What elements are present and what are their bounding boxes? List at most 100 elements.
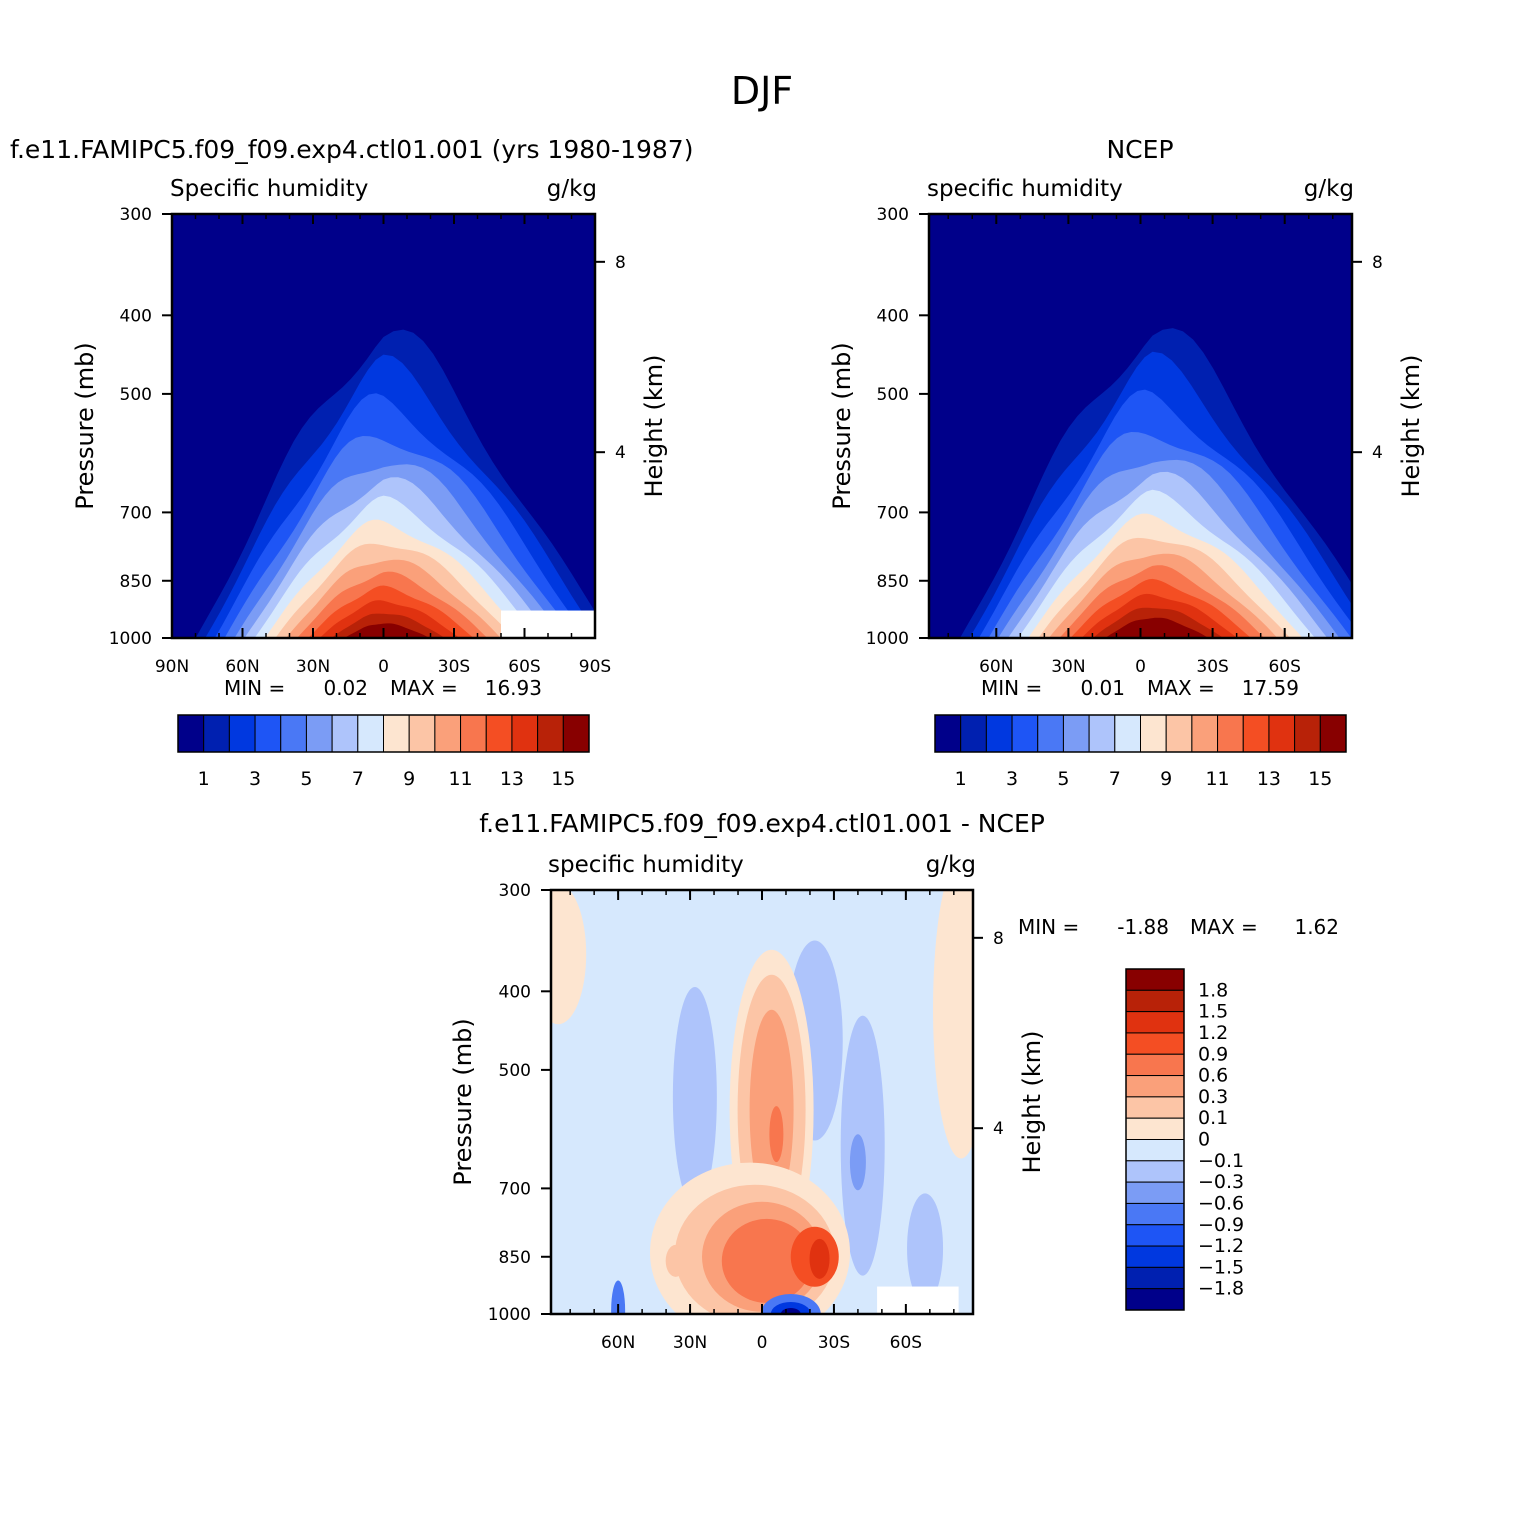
colorbar-box (1125, 1266, 1185, 1290)
x-tick-label: 60N (601, 1333, 635, 1353)
panel-model: f.e11.FAMIPC5.f09_f09.exp4.ctl01.001 (yr… (10, 135, 693, 790)
y-tick-label: 850 (120, 572, 152, 592)
y2-tick-label: 8 (993, 929, 1004, 949)
x-tick-label: 90N (155, 657, 189, 677)
colorbar-box (1125, 1202, 1185, 1226)
colorbar-box (1125, 1117, 1185, 1140)
y-tick-label: 500 (877, 385, 909, 405)
colorbar-box (1125, 1245, 1185, 1268)
panel-ncep: NCEP specific humidity g/kg 60N 30N 0 30S 60… (828, 135, 1425, 790)
colorbar-label: 13 (1257, 768, 1281, 790)
colorbar-frame (1125, 968, 1185, 1311)
x-tick-label: 0 (1135, 657, 1146, 677)
panel-diff-max-label: MAX = (1190, 915, 1258, 939)
colorbar-frame (177, 714, 590, 753)
panel-ncep-max-label: MAX = (1147, 676, 1215, 700)
panel-ncep-y2label: Height (km) (1397, 355, 1425, 498)
colorbar-label: 0.1 (1198, 1107, 1228, 1129)
colorbar-box (537, 714, 564, 753)
colorbar-box (1125, 1011, 1185, 1034)
panel-ncep-max-value: 17.59 (1242, 676, 1299, 700)
colorbar-box (1125, 1053, 1185, 1077)
colorbar-label: 9 (403, 768, 415, 790)
colorbar-label: −1.2 (1198, 1235, 1244, 1257)
colorbar-label: 3 (249, 768, 261, 790)
x-tick-label: 0 (757, 1333, 768, 1353)
panel-model-colorbar: 1 3 5 7 9 11 13 15 (177, 714, 590, 790)
y-tick-label: 400 (877, 306, 909, 326)
colorbar-box (177, 714, 205, 753)
colorbar-box (383, 714, 410, 753)
colorbar-label: 1 (955, 768, 967, 790)
colorbar-box (511, 714, 539, 753)
x-tick-label: 30S (1196, 657, 1228, 677)
colorbar-box (228, 714, 256, 753)
panel-ncep-min-label: MIN = (981, 676, 1042, 700)
colorbar-label: 3 (1006, 768, 1018, 790)
y-tick-label: 850 (499, 1248, 531, 1268)
y-tick-label: 400 (499, 982, 531, 1002)
colorbar-box (1125, 1075, 1185, 1098)
colorbar-box (960, 714, 987, 753)
colorbar-label: 11 (1205, 768, 1229, 790)
y-tick-label: 500 (120, 385, 152, 405)
colorbar-box (1125, 968, 1185, 991)
contour-level-15 (344, 623, 430, 638)
colorbar-box (1294, 714, 1321, 753)
x-tick-label: 0 (378, 657, 389, 677)
colorbar-box (1125, 1224, 1185, 1247)
colorbar-label: 0.3 (1198, 1086, 1228, 1108)
colorbar-box (408, 714, 436, 753)
panel-diff-contours (551, 890, 973, 1314)
panel-model-max-label: MAX = (390, 676, 458, 700)
panel-ncep-title: NCEP (1106, 135, 1173, 164)
panel-model-title: f.e11.FAMIPC5.f09_f09.exp4.ctl01.001 (yr… (10, 135, 693, 164)
colorbar-box (1191, 714, 1219, 753)
y-tick-label: 850 (877, 572, 909, 592)
colorbar-box (460, 714, 487, 753)
y-tick-label: 400 (120, 306, 152, 326)
panel-ncep-min-value: 0.01 (1080, 676, 1125, 700)
x-tick-label: 30N (1051, 657, 1085, 677)
colorbar-box (562, 714, 590, 753)
colorbar-box (934, 714, 962, 753)
colorbar-label: −0.1 (1198, 1150, 1244, 1172)
x-tick-label: 90S (579, 657, 611, 677)
colorbar-box (1217, 714, 1244, 753)
y-tick-label: 1000 (109, 629, 152, 649)
contour-negative-south-core (849, 1134, 866, 1191)
colorbar-label: −1.5 (1198, 1256, 1244, 1278)
contour-level-15 (1105, 617, 1209, 638)
colorbar-label: 1.2 (1198, 1022, 1228, 1044)
panel-model-max-value: 16.93 (485, 676, 542, 700)
panel-model-contours (172, 214, 595, 638)
colorbar-box (1268, 714, 1296, 753)
y2-tick-label: 4 (615, 443, 626, 463)
colorbar-box (1319, 714, 1347, 753)
x-tick-label: 30S (438, 657, 470, 677)
colorbar-box (1125, 1032, 1185, 1055)
panel-model-axes: 90N 60N 30N 0 30S 60S 90S 300 400 500 700 850 1000 8 4 (109, 205, 626, 677)
y-tick-label: 700 (499, 1179, 531, 1199)
panel-diff-title: f.e11.FAMIPC5.f09_f09.exp4.ctl01.001 - N… (479, 809, 1045, 838)
panel-model-min-label: MIN = (224, 676, 285, 700)
colorbar-box (985, 714, 1013, 753)
contour-positive-west-core (665, 1244, 686, 1277)
x-tick-label: 60N (225, 657, 259, 677)
colorbar-label: 13 (500, 768, 524, 790)
y-tick-label: 500 (499, 1061, 531, 1081)
colorbar-box (331, 714, 359, 753)
panel-ncep-ylabel: Pressure (mb) (828, 342, 856, 509)
colorbar-box (1088, 714, 1116, 753)
panel-model-min-value: 0.02 (323, 676, 368, 700)
colorbar-box (1062, 714, 1090, 753)
colorbar-label: 7 (1109, 768, 1121, 790)
colorbar-label: 15 (551, 768, 575, 790)
panel-diff-max-value: 1.62 (1294, 915, 1339, 939)
colorbar-frame (934, 714, 1347, 753)
panel-diff-min-label: MIN = (1018, 915, 1079, 939)
colorbar-box (434, 714, 462, 753)
panel-ncep-axes: 60N 30N 0 30S 60S 300 400 500 700 850 1000 8 4 (866, 205, 1383, 677)
colorbar-label: 1.5 (1198, 1001, 1228, 1023)
